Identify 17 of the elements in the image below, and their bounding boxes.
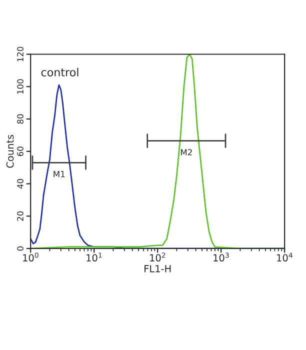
y-tick-label: 20	[17, 211, 24, 221]
annotation: control	[41, 68, 78, 76]
y-tick-label: 0	[17, 246, 24, 251]
x-tick-label: 10$^{1}$	[86, 252, 102, 262]
y-axis-title: Counts	[6, 134, 14, 168]
y-tick-label: 100	[17, 79, 24, 94]
x-tick-label: 10$^{4}$	[277, 252, 292, 262]
y-tick-label: 60	[17, 146, 24, 156]
y-tick-label: 120	[17, 46, 24, 62]
x-tick-label: 10$^{2}$	[150, 252, 166, 262]
annotation: M2	[181, 149, 192, 156]
x-axis-title: FL1-H	[144, 265, 171, 272]
y-tick-label: 80	[17, 114, 24, 124]
x-tick-label: 10$^{3}$	[214, 252, 229, 262]
y-tick-label: 40	[17, 179, 24, 189]
x-tick-label: 10$^{0}$	[23, 252, 38, 262]
annotation: M1	[54, 171, 65, 178]
